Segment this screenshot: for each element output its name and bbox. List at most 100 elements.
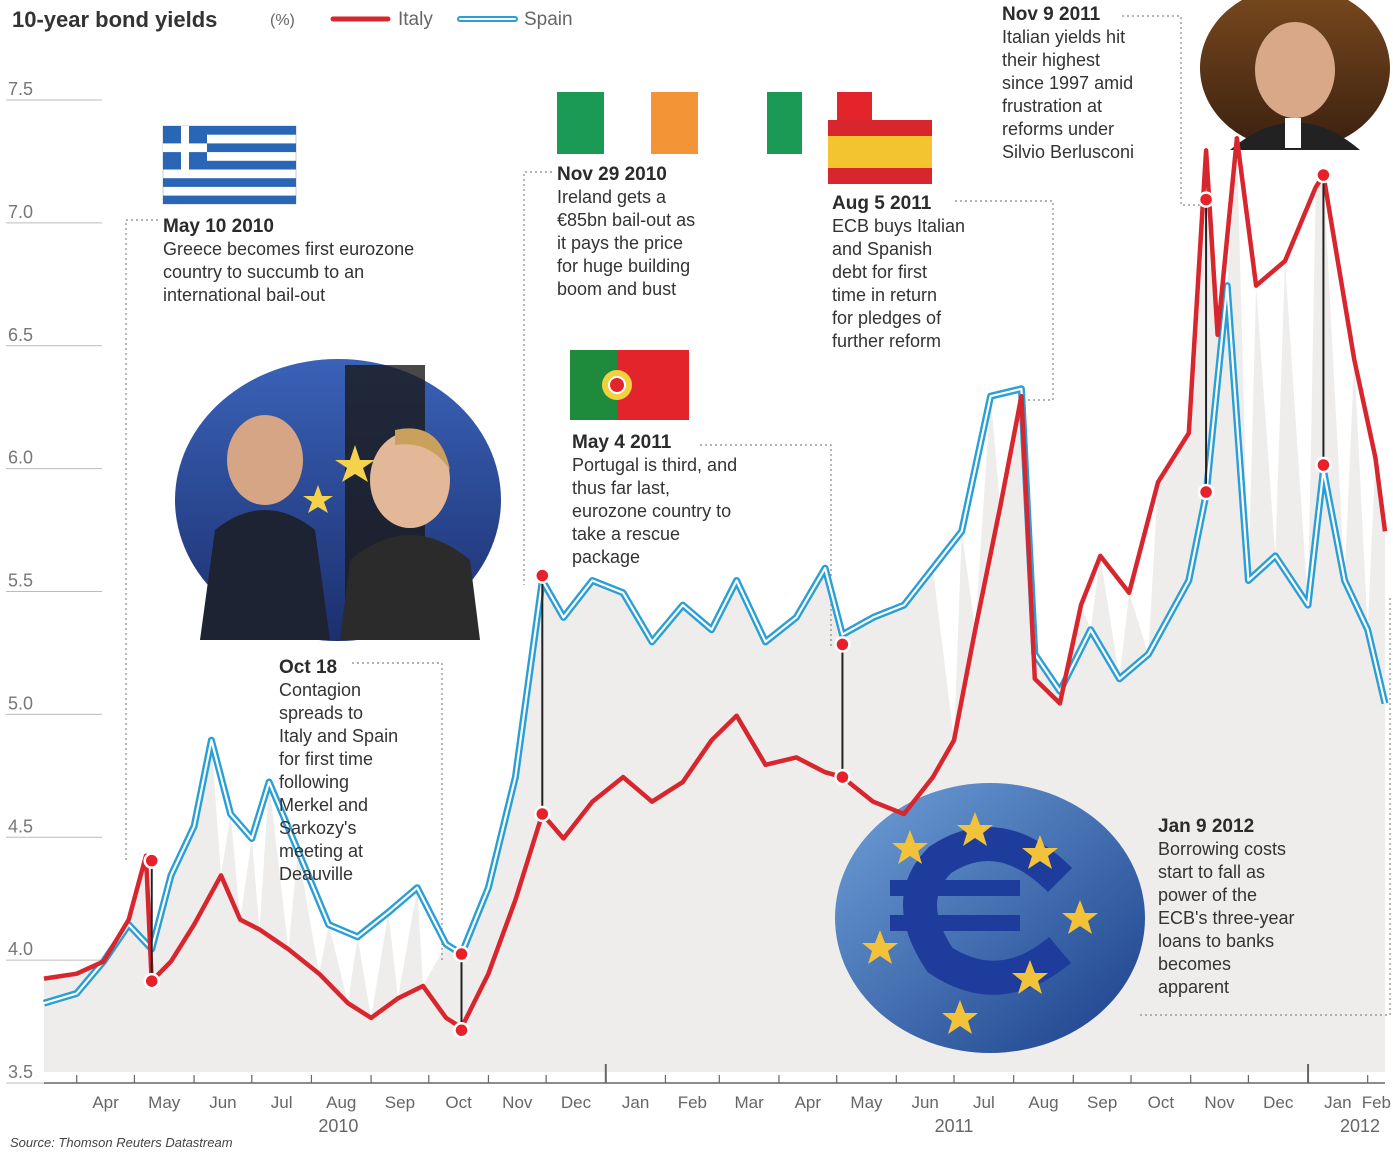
x-tick-label: May: [148, 1093, 181, 1112]
annotation-text: and Spanish: [832, 239, 932, 259]
annotation-date: Jan 9 2012: [1158, 816, 1254, 837]
annotation-text: for huge building: [557, 256, 690, 276]
berlusconi-photo: [1200, 0, 1390, 150]
y-tick-label: 6.5: [8, 325, 33, 345]
y-tick-label: 6.0: [8, 448, 33, 468]
gap-marker-dot: [1197, 191, 1215, 208]
gap-marker-dot: [1315, 456, 1332, 474]
ireland-flag: [557, 92, 698, 154]
annotation-date: Aug 5 2011: [832, 193, 932, 214]
annotation-text: country to succumb to an: [163, 262, 364, 282]
x-tick-label: Sep: [1087, 1093, 1117, 1112]
legend-label-spain: Spain: [524, 9, 573, 30]
x-tick-label: Nov: [1204, 1093, 1235, 1112]
annotation-text: time in return: [832, 285, 937, 305]
annotation-text: take a rescue: [572, 524, 680, 544]
x-tick-label: Apr: [795, 1093, 822, 1112]
gap-marker-dot: [143, 852, 160, 869]
gap-marker-dot: [834, 636, 851, 653]
annotation-text: meeting at: [279, 841, 363, 861]
annotation-text: start to fall as: [1158, 862, 1265, 882]
annotation-text: Sarkozy's: [279, 818, 356, 838]
x-tick-label: Oct: [1148, 1093, 1175, 1112]
annotation-text: Italy and Spain: [279, 726, 398, 746]
annotation-text: debt for first: [832, 262, 927, 282]
annotation-text: loans to banks: [1158, 931, 1274, 951]
portugal-flag: [570, 350, 689, 420]
y-tick-label: 5.5: [8, 571, 33, 591]
annotation-text: since 1997 amid: [1002, 73, 1133, 93]
annotation-text: Contagion: [279, 680, 361, 700]
x-tick-label: Mar: [734, 1093, 764, 1112]
gap-marker-dot: [453, 1021, 470, 1039]
x-tick-label: Feb: [1362, 1093, 1391, 1112]
annotation-leader: [1122, 15, 1212, 206]
y-tick-label: 3.5: [8, 1062, 33, 1082]
x-tick-label: Jan: [622, 1093, 649, 1112]
annotation-text: following: [279, 772, 349, 792]
annotation-leader: [125, 219, 158, 860]
annotation-text: frustration at: [1002, 96, 1102, 116]
annotation-date: Nov 9 2011: [1002, 4, 1101, 25]
x-tick-label: Aug: [1028, 1093, 1058, 1112]
annotation-text: eurozone country to: [572, 501, 731, 521]
annotation-text: Italian yields hit: [1002, 27, 1125, 47]
x-tick-label: Aug: [326, 1093, 356, 1112]
series-lines: [42, 135, 1389, 1031]
x-tick-label: Sep: [385, 1093, 415, 1112]
gap-marker-dot: [534, 805, 551, 823]
annotation-leader: [352, 662, 443, 960]
annotation-text: ECB buys Italian: [832, 216, 965, 236]
x-year-label: 2011: [935, 1116, 974, 1136]
annotation-date: Oct 18: [279, 657, 337, 678]
euro-sign-sculpture-photo: [835, 783, 1145, 1053]
y-tick-label: 4.0: [8, 939, 33, 959]
annotation-text: for pledges of: [832, 308, 942, 328]
x-year-label: 2012: [1340, 1116, 1380, 1136]
annotation-text: ECB's three-year: [1158, 908, 1295, 928]
gap-marker-dot: [834, 768, 851, 786]
annotation-text: Portugal is third, and: [572, 455, 737, 475]
sarkozy-merkel-photo: [175, 359, 501, 641]
x-tick-label: Dec: [561, 1093, 592, 1112]
annotation-text: Silvio Berlusconi: [1002, 142, 1134, 162]
chart-title-unit: (%): [270, 12, 295, 29]
x-tick-label: Dec: [1263, 1093, 1294, 1112]
annotation-text: further reform: [832, 331, 941, 351]
y-tick-label: 4.5: [8, 816, 33, 836]
x-tick-label: Oct: [445, 1093, 472, 1112]
gap-marker-dot: [143, 972, 160, 990]
series-line-italy: [43, 135, 1388, 1031]
x-tick-label: Feb: [678, 1093, 707, 1112]
annotation-text: boom and bust: [557, 279, 676, 299]
gap-marker-dot: [1197, 483, 1215, 501]
annotation-date: May 10 2010: [163, 216, 274, 237]
x-tick-label: Jul: [271, 1093, 293, 1112]
annotation-text: thus far last,: [572, 478, 670, 498]
annotation-text: reforms under: [1002, 119, 1114, 139]
annotation-text: for first time: [279, 749, 373, 769]
annotation-text: their highest: [1002, 50, 1100, 70]
annotation-text: becomes: [1158, 954, 1231, 974]
annotation-text: Borrowing costs: [1158, 839, 1286, 859]
gap-marker-dot: [453, 945, 470, 963]
annotation-text: Greece becomes first eurozone: [163, 239, 414, 259]
chart-header: 10-year bond yields (%) Italy Spain: [12, 7, 573, 32]
legend-label-italy: Italy: [398, 9, 433, 30]
annotation-date: May 4 2011: [572, 432, 672, 453]
gridlines: [6, 99, 102, 1084]
x-tick-label: Jun: [911, 1093, 938, 1112]
y-tick-label: 5.0: [8, 693, 33, 713]
annotation-leader: [1140, 595, 1391, 1016]
annotation-text: package: [572, 547, 640, 567]
annotation-date: Nov 29 2010: [557, 164, 667, 185]
gap-markers: [143, 166, 1332, 1039]
annotation-text: spreads to: [279, 703, 363, 723]
